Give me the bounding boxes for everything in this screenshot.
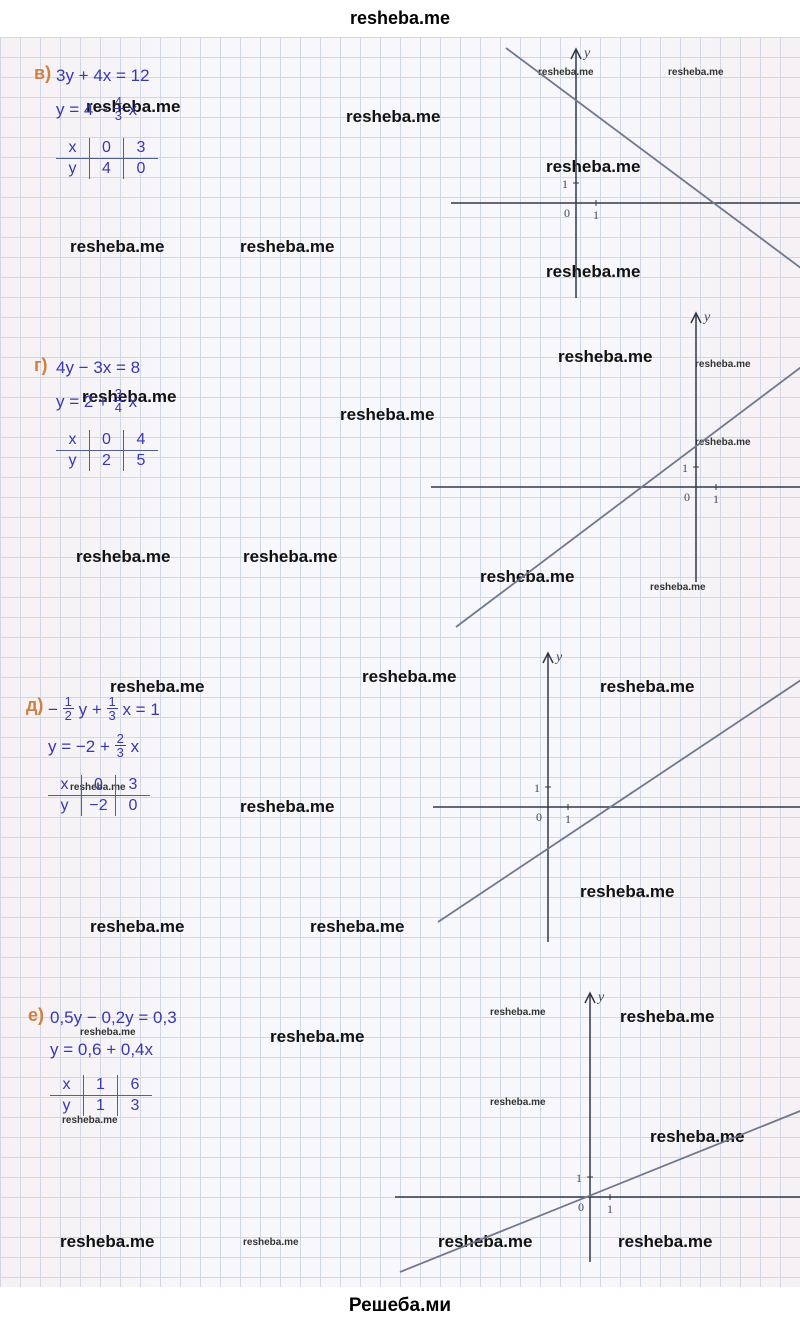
svg-text:y: y <box>702 310 711 325</box>
watermark-text: resheba.me <box>270 1027 365 1047</box>
svg-text:1: 1 <box>682 461 688 475</box>
equation-2: y = 4 − 43 x <box>56 97 158 124</box>
svg-text:0: 0 <box>536 810 542 824</box>
notebook-page: resheba.me resheba.me resheba.me resheba.me… <box>0 37 800 1287</box>
problem-g: г)4y − 3x = 8y = 2 + 34 x x 0 4 y 2 5 01… <box>56 357 158 471</box>
problem-e: е)0,5y − 0,2y = 0,3y = 0,6 + 0,4x x 1 6 … <box>50 1007 177 1116</box>
table-cell: 1 <box>84 1096 118 1116</box>
watermark-text: resheba.me <box>243 1237 299 1248</box>
equation-1: 3y + 4x = 12 <box>56 65 158 87</box>
table-cell: 5 <box>124 451 158 471</box>
table-cell: 3 <box>124 138 158 159</box>
svg-text:y: y <box>582 46 591 61</box>
watermark-text: resheba.me <box>240 797 335 817</box>
line-graph: 011xy <box>426 307 800 587</box>
line-graph: 011xy <box>428 647 800 947</box>
watermark-text: resheba.me <box>90 917 185 937</box>
table-cell: 0 <box>82 775 116 796</box>
table-cell: 4 <box>90 159 124 179</box>
table-header: x <box>48 775 82 796</box>
watermark-text: resheba.me <box>76 547 171 567</box>
svg-text:1: 1 <box>534 781 540 795</box>
table-cell: 1 <box>84 1075 118 1096</box>
table-cell: 6 <box>118 1075 152 1096</box>
watermark-text: resheba.me <box>346 107 441 127</box>
svg-text:1: 1 <box>576 1171 582 1185</box>
table-header: x <box>50 1075 84 1096</box>
problem-label: г) <box>34 355 48 376</box>
table-cell: −2 <box>82 796 116 816</box>
problem-v: в)3y + 4x = 12y = 4 − 43 x x 0 3 y 4 0 0… <box>56 65 158 179</box>
table-header: x <box>56 430 90 451</box>
table-cell: 0 <box>90 138 124 159</box>
table-cell: 3 <box>116 775 150 796</box>
svg-text:y: y <box>554 650 563 665</box>
watermark-text: resheba.me <box>70 237 165 257</box>
problem-label: в) <box>34 63 51 84</box>
svg-text:0: 0 <box>564 206 570 220</box>
table-cell: 2 <box>90 451 124 471</box>
watermark-text: resheba.me <box>110 677 205 697</box>
watermark-text: resheba.me <box>243 547 338 567</box>
table-header: y <box>48 796 82 816</box>
svg-text:1: 1 <box>562 177 568 191</box>
table-header: x <box>56 138 90 159</box>
svg-text:0: 0 <box>578 1200 584 1214</box>
watermark-text: resheba.me <box>60 1232 155 1252</box>
header-watermark: resheba.me <box>0 0 800 37</box>
table-cell: 0 <box>116 796 150 816</box>
problem-label: е) <box>28 1005 44 1026</box>
svg-text:1: 1 <box>713 492 719 506</box>
table-cell: 0 <box>124 159 158 179</box>
svg-text:1: 1 <box>593 208 599 222</box>
table-cell: 3 <box>118 1096 152 1116</box>
equation-2: y = 0,6 + 0,4x <box>50 1039 177 1061</box>
line-graph: 011xy <box>390 987 800 1267</box>
line-graph: 011xy <box>446 43 800 303</box>
equation-2: y = −2 + 23 x <box>48 734 160 761</box>
table-header: y <box>50 1096 84 1116</box>
table-cell: 0 <box>90 430 124 451</box>
table-header: y <box>56 451 90 471</box>
watermark-text: resheba.me <box>240 237 335 257</box>
equation-1: − 12 y + 13 x = 1 <box>48 697 160 724</box>
watermark-text: resheba.me <box>310 917 405 937</box>
equation-2: y = 2 + 34 x <box>56 389 158 416</box>
svg-text:1: 1 <box>607 1202 613 1216</box>
svg-text:0: 0 <box>684 490 690 504</box>
value-table: x 0 3 y 4 0 <box>56 138 158 179</box>
svg-text:1: 1 <box>565 812 571 826</box>
equation-1: 0,5y − 0,2y = 0,3 <box>50 1007 177 1029</box>
equation-1: 4y − 3x = 8 <box>56 357 158 379</box>
value-table: x 0 4 y 2 5 <box>56 430 158 471</box>
problem-label: д) <box>26 695 43 716</box>
watermark-text: resheba.me <box>340 405 435 425</box>
table-header: y <box>56 159 90 179</box>
watermark-text: resheba.me <box>62 1115 118 1126</box>
table-cell: 4 <box>124 430 158 451</box>
value-table: x 0 3 y −2 0 <box>48 775 160 816</box>
svg-text:y: y <box>596 990 605 1005</box>
footer-watermark: Решеба.ми <box>0 1287 800 1325</box>
value-table: x 1 6 y 1 3 <box>50 1075 177 1116</box>
problem-d: д)− 12 y + 13 x = 1y = −2 + 23 x x 0 3 y… <box>48 697 160 816</box>
